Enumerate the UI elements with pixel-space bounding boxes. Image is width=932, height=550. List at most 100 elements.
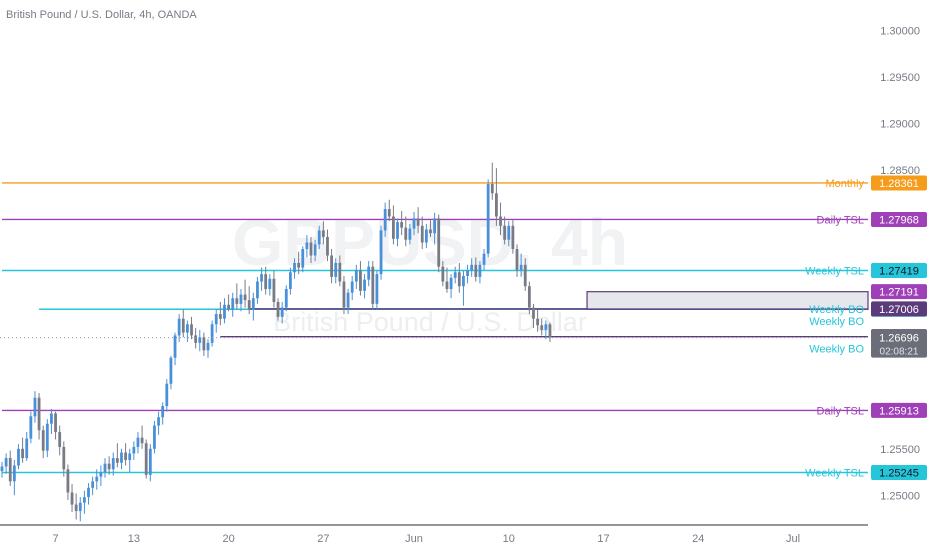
candle-108[interactable]: [445, 267, 449, 293]
price-tag-3[interactable]: 1.25245: [871, 465, 927, 480]
candle-133[interactable]: [548, 322, 552, 342]
candle-25[interactable]: [103, 458, 107, 478]
candle-5[interactable]: [21, 437, 24, 463]
candle-74[interactable]: [305, 235, 309, 258]
candle-92[interactable]: [379, 225, 383, 280]
candle-116[interactable]: [478, 261, 482, 284]
candle-48[interactable]: [198, 329, 202, 352]
candle-3[interactable]: [12, 459, 16, 496]
candle-111[interactable]: [457, 262, 461, 293]
candle-125[interactable]: [515, 244, 519, 277]
candle-57[interactable]: [235, 283, 239, 310]
candle-31[interactable]: [128, 448, 132, 473]
candle-9[interactable]: [37, 393, 41, 440]
candle-75[interactable]: [309, 236, 313, 263]
candle-76[interactable]: [313, 239, 317, 262]
candle-63[interactable]: [260, 267, 263, 291]
candle-88[interactable]: [363, 274, 366, 299]
candle-112[interactable]: [462, 270, 465, 306]
candle-97[interactable]: [400, 210, 404, 236]
candle-130[interactable]: [536, 309, 539, 332]
candle-77[interactable]: [317, 225, 321, 250]
candle-109[interactable]: [449, 274, 453, 299]
candle-73[interactable]: [301, 246, 305, 273]
candle-87[interactable]: [359, 261, 362, 296]
candle-0[interactable]: [0, 461, 4, 478]
candle-129[interactable]: [532, 303, 535, 329]
candle-99[interactable]: [408, 223, 412, 245]
candle-30[interactable]: [124, 443, 127, 466]
candle-55[interactable]: [227, 294, 230, 312]
candle-41[interactable]: [169, 355, 173, 390]
candle-82[interactable]: [338, 255, 342, 287]
candle-70[interactable]: [289, 267, 292, 295]
candle-43[interactable]: [177, 314, 181, 342]
candle-46[interactable]: [190, 316, 193, 340]
candle-132[interactable]: [544, 320, 548, 340]
candle-22[interactable]: [91, 476, 95, 496]
candle-44[interactable]: [181, 309, 185, 338]
candle-61[interactable]: [251, 292, 255, 321]
candle-69[interactable]: [284, 285, 288, 312]
candle-65[interactable]: [268, 274, 272, 296]
candle-1[interactable]: [4, 453, 8, 474]
candle-68[interactable]: [280, 301, 284, 324]
current-price-tag[interactable]: 1.26696 02:08:21: [871, 329, 927, 358]
candle-47[interactable]: [194, 328, 198, 349]
candle-113[interactable]: [466, 264, 469, 284]
candle-126[interactable]: [519, 253, 523, 277]
candle-115[interactable]: [474, 257, 478, 282]
candle-39[interactable]: [161, 402, 165, 425]
candle-6[interactable]: [25, 432, 29, 461]
candle-66[interactable]: [272, 270, 276, 308]
candle-122[interactable]: [503, 216, 507, 245]
candle-127[interactable]: [523, 258, 527, 291]
candle-16[interactable]: [66, 464, 70, 500]
candle-18[interactable]: [74, 493, 78, 520]
candle-84[interactable]: [346, 288, 350, 315]
candle-64[interactable]: [264, 266, 268, 295]
candle-19[interactable]: [78, 497, 82, 522]
extra-price-tag-0[interactable]: 1.27191: [871, 284, 927, 300]
range-box[interactable]: [586, 291, 869, 310]
candle-80[interactable]: [330, 249, 333, 284]
candle-81[interactable]: [334, 258, 338, 284]
candle-21[interactable]: [87, 483, 90, 505]
candle-95[interactable]: [392, 205, 395, 245]
candle-67[interactable]: [276, 298, 280, 321]
candle-106[interactable]: [437, 214, 441, 273]
candle-85[interactable]: [350, 275, 354, 301]
candle-60[interactable]: [247, 286, 251, 315]
candle-100[interactable]: [412, 211, 416, 236]
candle-72[interactable]: [297, 251, 301, 275]
candle-34[interactable]: [140, 425, 144, 449]
candle-89[interactable]: [367, 261, 371, 287]
price-tag-2[interactable]: 1.27419: [871, 262, 927, 278]
candle-50[interactable]: [206, 339, 210, 358]
candle-53[interactable]: [218, 301, 222, 326]
price-tag-0[interactable]: 1.28361: [871, 175, 927, 191]
candle-2[interactable]: [8, 450, 12, 486]
candle-79[interactable]: [326, 229, 329, 262]
candle-102[interactable]: [420, 216, 424, 250]
price-tag-7[interactable]: 1.27006: [871, 301, 927, 317]
candle-83[interactable]: [342, 275, 346, 315]
candle-93[interactable]: [383, 202, 387, 237]
candle-15[interactable]: [62, 441, 66, 477]
candle-45[interactable]: [186, 320, 189, 342]
candle-32[interactable]: [132, 441, 136, 460]
candle-71[interactable]: [293, 258, 296, 279]
candle-131[interactable]: [540, 318, 544, 336]
candle-40[interactable]: [165, 379, 169, 412]
candle-49[interactable]: [202, 332, 206, 356]
candle-7[interactable]: [29, 411, 33, 444]
candle-105[interactable]: [433, 212, 436, 245]
price-tag-4[interactable]: 1.25913: [871, 402, 927, 418]
candle-128[interactable]: [527, 281, 531, 315]
candle-98[interactable]: [404, 216, 408, 247]
candle-27[interactable]: [111, 452, 115, 476]
candle-119[interactable]: [490, 162, 494, 200]
candle-23[interactable]: [95, 469, 99, 490]
